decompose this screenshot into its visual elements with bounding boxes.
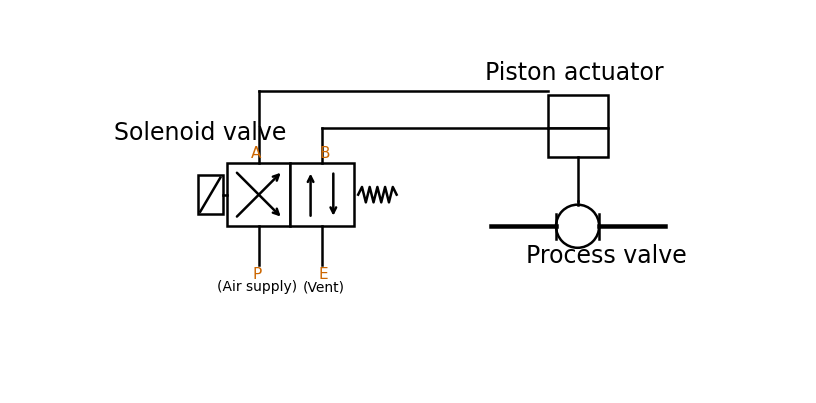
Text: B: B [319,146,330,161]
Text: (Air supply): (Air supply) [217,280,297,294]
Text: Process valve: Process valve [526,244,687,268]
Bar [198,175,223,214]
Bar [548,96,608,128]
Text: A: A [251,146,261,161]
Bar [227,163,290,226]
Bar [548,128,608,157]
Text: Solenoid valve: Solenoid valve [114,120,286,145]
Text: Piston actuator: Piston actuator [486,61,663,85]
Text: P: P [253,267,262,282]
Text: E: E [319,267,328,282]
Text: (Vent): (Vent) [303,280,344,294]
Bar [290,163,353,226]
Circle shape [556,205,599,248]
